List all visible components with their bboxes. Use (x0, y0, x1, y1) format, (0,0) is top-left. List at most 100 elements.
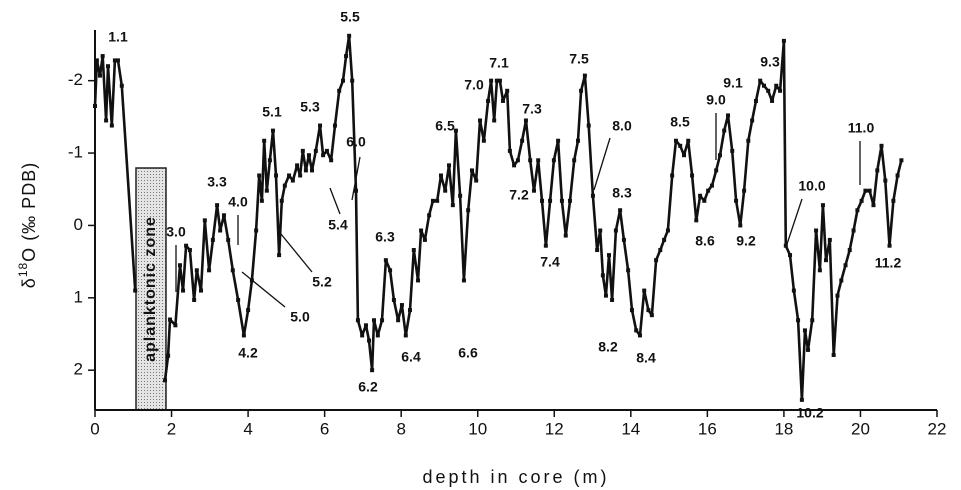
data-point (726, 113, 731, 118)
data-point (236, 297, 241, 302)
data-point (383, 258, 388, 263)
data-point (267, 158, 272, 163)
stage-label: 6.3 (375, 229, 395, 245)
leader-line (280, 233, 313, 273)
data-point (520, 138, 525, 143)
data-point (375, 333, 380, 338)
data-point (567, 198, 572, 203)
data-point (871, 203, 876, 208)
leader-line (786, 198, 803, 245)
stage-label: 6.2 (358, 379, 378, 395)
data-point (391, 297, 396, 302)
data-point (610, 297, 615, 302)
data-point (109, 123, 114, 128)
data-point (722, 128, 727, 133)
stage-label: 6.4 (401, 349, 421, 365)
data-point (799, 397, 804, 402)
stage-label: 8.3 (612, 185, 632, 201)
stage-label: 6.6 (458, 345, 478, 361)
data-point (100, 54, 105, 59)
data-point (332, 123, 337, 128)
stage-label: 8.0 (612, 118, 632, 134)
zone-label: aplanktonic zone (142, 216, 159, 362)
data-point (199, 288, 204, 293)
data-point (528, 158, 533, 163)
data-point (166, 353, 171, 358)
data-point (370, 368, 375, 373)
data-point (492, 118, 497, 123)
data-point (742, 188, 747, 193)
y-label-rest: O (‰ PDB) (19, 162, 39, 262)
stage-label: 9.0 (706, 92, 726, 108)
data-point (895, 173, 900, 178)
stage-label: 10.0 (798, 178, 825, 194)
stage-label: 6.5 (435, 118, 455, 134)
leader-line (593, 137, 611, 191)
x-tick-label: 8 (396, 419, 405, 438)
data-point (523, 118, 528, 123)
data-point (891, 198, 896, 203)
data-point (586, 123, 591, 128)
data-point (321, 153, 326, 158)
data-point (505, 88, 510, 93)
data-point (303, 168, 308, 173)
data-point (827, 237, 832, 242)
data-point (548, 198, 553, 203)
data-point (730, 148, 735, 153)
data-point (481, 138, 486, 143)
data-point (115, 58, 120, 63)
data-point (642, 288, 647, 293)
data-point (259, 198, 264, 203)
data-point (824, 258, 829, 263)
data-point (670, 173, 675, 178)
data-point (427, 213, 432, 218)
stage-label: 11.0 (848, 120, 875, 136)
data-point (500, 98, 505, 103)
data-point (802, 328, 807, 333)
data-point (783, 243, 788, 248)
data-point (694, 218, 699, 223)
data-point (430, 198, 435, 203)
leader-lines (175, 113, 861, 308)
data-point (698, 193, 703, 198)
data-point (536, 158, 541, 163)
data-point (770, 98, 775, 103)
data-point (572, 158, 577, 163)
stage-label: 5.1 (262, 104, 282, 120)
data-point (192, 297, 197, 302)
stage-label: 7.0 (464, 77, 484, 93)
data-point (341, 78, 346, 83)
data-point (781, 38, 786, 43)
data-point (461, 278, 466, 283)
data-point (559, 198, 564, 203)
data-point (300, 148, 305, 153)
data-point (662, 237, 667, 242)
data-point (419, 228, 424, 233)
data-point (497, 78, 502, 83)
data-point (407, 308, 412, 313)
stage-label: 10.2 (796, 405, 823, 421)
data-point (531, 188, 536, 193)
data-point (210, 237, 215, 242)
stage-label: 6.0 (346, 134, 366, 150)
data-point (867, 188, 872, 193)
data-point (714, 168, 719, 173)
data-point (380, 318, 385, 323)
data-point (843, 263, 848, 268)
data-point (396, 318, 401, 323)
data-point (295, 163, 300, 168)
data-point (226, 237, 231, 242)
y-tick-label: -2 (68, 70, 83, 89)
data-point (618, 208, 623, 213)
data-point (478, 118, 483, 123)
data-point (474, 178, 479, 183)
data-point (750, 118, 755, 123)
data-point (262, 138, 267, 143)
data-point (607, 253, 612, 258)
data-point (649, 313, 654, 318)
data-point (887, 243, 892, 248)
stage-label: 7.5 (569, 51, 589, 67)
data-point (447, 163, 452, 168)
data-point (634, 328, 639, 333)
